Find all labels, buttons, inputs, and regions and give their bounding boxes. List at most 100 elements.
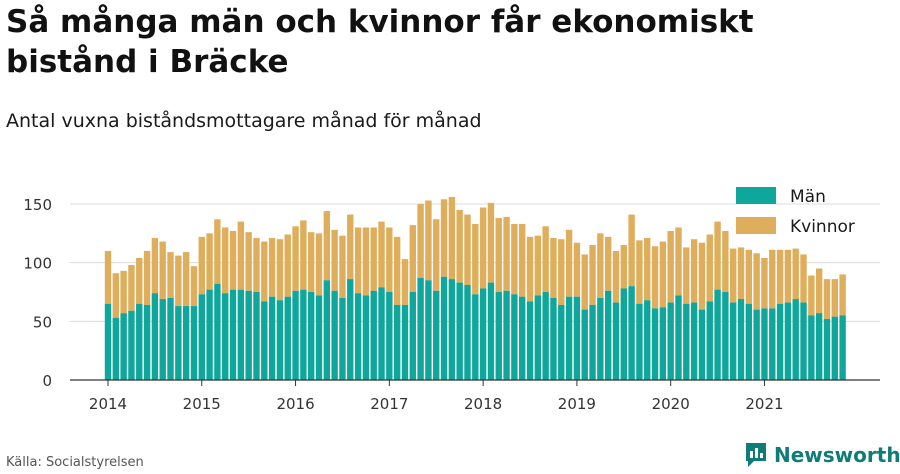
bar-kvinnor <box>542 226 549 292</box>
bar-kvinnor <box>761 257 768 309</box>
bar-man <box>104 303 112 380</box>
bar-man <box>769 308 776 380</box>
bar-kvinnor <box>597 233 604 298</box>
bar-kvinnor <box>792 248 799 300</box>
bar-man <box>472 294 479 380</box>
bar-kvinnor <box>644 238 651 301</box>
bar-kvinnor <box>472 223 479 295</box>
bar-man <box>659 307 667 380</box>
bar-man <box>386 292 393 380</box>
bar-kvinnor <box>565 229 573 297</box>
bars <box>104 196 846 380</box>
chart-subtitle: Antal vuxna biståndsmottagare månad för … <box>6 110 482 132</box>
bar-kvinnor <box>730 248 737 303</box>
bar-man <box>651 308 659 380</box>
bar-kvinnor <box>190 266 198 307</box>
bar-man <box>143 304 151 380</box>
bar-kvinnor <box>276 239 284 301</box>
bar-kvinnor <box>261 241 268 302</box>
bar-kvinnor <box>128 265 135 311</box>
bar-kvinnor <box>229 230 237 290</box>
bar-kvinnor <box>182 252 190 307</box>
bar-kvinnor <box>112 273 120 318</box>
bar-man <box>644 300 651 380</box>
bar-man <box>120 313 127 380</box>
legend-swatch-women <box>736 217 776 234</box>
bar-kvinnor <box>136 257 143 304</box>
bar-man <box>315 295 323 380</box>
bar-kvinnor <box>323 211 331 281</box>
bar-kvinnor <box>511 223 518 295</box>
bar-kvinnor <box>253 238 260 292</box>
bar-man <box>276 300 284 380</box>
bar-kvinnor <box>784 249 792 303</box>
bar-man <box>237 289 245 380</box>
bar-man <box>776 303 784 380</box>
bar-man <box>214 283 221 380</box>
bar-kvinnor <box>268 238 276 297</box>
bar-kvinnor <box>479 207 487 289</box>
bar-kvinnor <box>167 252 174 298</box>
bar-kvinnor <box>550 238 557 298</box>
bar-kvinnor <box>745 249 753 304</box>
bar-man <box>339 297 346 380</box>
bar-kvinnor <box>620 245 627 289</box>
bar-man <box>136 303 143 380</box>
bar-kvinnor <box>300 220 307 290</box>
bar-kvinnor <box>636 240 643 304</box>
x-tick-label: 2015 <box>183 395 221 413</box>
bar-kvinnor <box>362 227 370 296</box>
bar-man <box>511 294 518 380</box>
bar-kvinnor <box>198 236 205 295</box>
bar-kvinnor <box>354 227 362 294</box>
bar-kvinnor <box>518 223 526 297</box>
bar-kvinnor <box>315 233 323 296</box>
bar-kvinnor <box>815 268 823 314</box>
bar-man <box>464 284 471 380</box>
bar-man <box>518 296 526 380</box>
bar-man <box>167 297 174 380</box>
bar-man <box>440 276 448 380</box>
x-tick-label: 2019 <box>558 395 596 413</box>
bar-kvinnor <box>393 236 401 305</box>
bar-man <box>448 279 456 380</box>
bar-man <box>784 302 792 380</box>
bar-kvinnor <box>651 246 659 309</box>
x-tick-label: 2020 <box>652 395 690 413</box>
bar-kvinnor <box>245 232 252 291</box>
bar-man <box>526 301 534 380</box>
bar-kvinnor <box>292 226 299 291</box>
bar-man <box>222 293 229 380</box>
bar-man <box>393 304 401 380</box>
bar-kvinnor <box>526 236 534 302</box>
bar-kvinnor <box>175 255 182 307</box>
bar-man <box>401 304 409 380</box>
bar-man <box>550 297 557 380</box>
bar-kvinnor <box>612 250 620 303</box>
bar-kvinnor <box>659 241 667 308</box>
bar-kvinnor <box>675 227 682 296</box>
bar-kvinnor <box>143 250 151 305</box>
newsworthy-logo-icon <box>746 443 766 467</box>
bar-man <box>370 290 377 380</box>
bar-kvinnor <box>503 216 510 291</box>
axes: 0 50 100 150 2014 2015 2016 2017 2018 2019 2020 202… <box>23 196 880 413</box>
bar-kvinnor <box>464 214 471 285</box>
legend: Män Kvinnor <box>736 187 855 237</box>
bar-man <box>714 289 721 380</box>
brand-logo: Newsworthy <box>744 440 900 470</box>
bar-man <box>761 308 768 380</box>
bar-man <box>487 282 495 380</box>
bar-kvinnor <box>823 279 831 319</box>
y-tick-label: 50 <box>33 313 52 331</box>
bar-man <box>612 302 620 380</box>
bar-kvinnor <box>401 259 409 305</box>
bar-kvinnor <box>683 247 690 304</box>
bar-man <box>581 309 588 380</box>
bar-man <box>112 317 120 380</box>
bar-kvinnor <box>237 221 245 290</box>
bar-kvinnor <box>222 227 229 294</box>
bar-man <box>261 301 268 380</box>
bar-kvinnor <box>800 254 807 303</box>
bar-man <box>667 302 674 380</box>
